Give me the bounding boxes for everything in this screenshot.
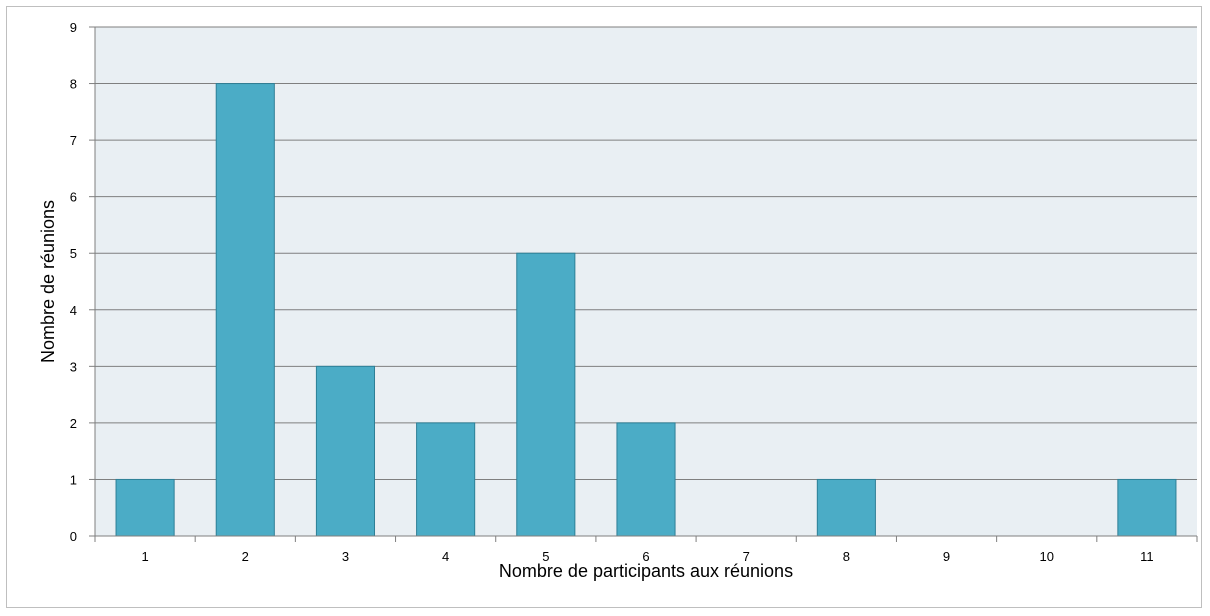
y-tick-label-8: 8 [70,77,77,92]
y-tick-label-9: 9 [70,20,77,35]
x-tick-labels: 1 2 3 4 5 6 7 8 9 10 11 [141,549,1153,564]
y-tick-label-1: 1 [70,472,77,487]
bar-1 [115,478,175,537]
bar-5 [516,252,576,537]
gridlines [95,26,1197,480]
x-tick-label-7: 7 [743,549,750,564]
x-tick-label-4: 4 [442,549,449,564]
axes [89,26,1198,542]
y-tick-labels: 0 1 2 3 4 5 6 7 8 9 [70,20,77,544]
y-tick-label-5: 5 [70,246,77,261]
bar-4 [416,422,476,537]
bar-6 [616,422,676,537]
bar-11 [1117,478,1177,537]
x-tick-label-10: 10 [1039,549,1053,564]
y-tick-label-0: 0 [70,529,77,544]
bar-8 [816,478,876,537]
bar-2 [215,83,275,537]
y-tick-label-2: 2 [70,416,77,431]
bar-3 [315,365,376,537]
x-tick-label-8: 8 [843,549,850,564]
x-tick-label-5: 5 [542,549,549,564]
y-tick-label-6: 6 [70,190,77,205]
x-tick-label-2: 2 [242,549,249,564]
x-axis-title: Nombre de participants aux réunions [499,561,793,581]
x-tick-label-9: 9 [943,549,950,564]
y-tick-label-4: 4 [70,303,77,318]
y-tick-label-7: 7 [70,133,77,148]
x-tick-label-6: 6 [642,549,649,564]
y-axis-title: Nombre de réunions [38,200,58,363]
bars [115,83,1177,537]
x-tick-label-1: 1 [141,549,148,564]
y-tick-label-3: 3 [70,359,77,374]
x-tick-label-3: 3 [342,549,349,564]
x-tick-label-11: 11 [1140,549,1154,564]
